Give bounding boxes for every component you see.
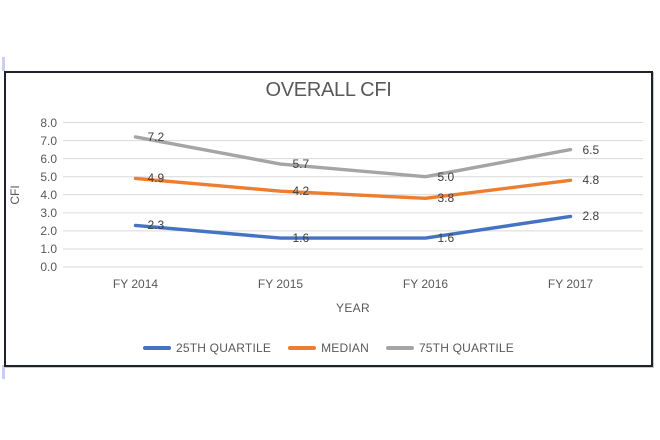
data-label: 4.9 (147, 171, 165, 186)
data-label: 3.8 (437, 191, 455, 206)
x-tick-label: FY 2017 (547, 277, 594, 291)
data-label: 4.2 (292, 184, 310, 199)
data-label: 6.5 (582, 142, 600, 157)
x-tick-label: FY 2014 (112, 277, 159, 291)
x-axis-title: YEAR (336, 301, 370, 315)
legend-swatch-25th-quartile (142, 346, 171, 350)
edge-artifact-top (2, 57, 5, 71)
legend-label-median: MEDIAN (321, 341, 369, 355)
y-tick-label: 0.0 (40, 260, 57, 274)
series-line-median (133, 176, 573, 201)
x-tick-label: FY 2015 (257, 277, 304, 291)
legend-swatch-median (288, 346, 317, 350)
y-tick-label: 1.0 (40, 241, 57, 256)
series-line-75th-quartile (133, 135, 573, 179)
data-label: 5.0 (437, 169, 455, 184)
y-tick-label: 2.0 (40, 223, 57, 238)
chart-title: OVERALL CFI (265, 79, 392, 101)
data-label: 4.8 (582, 173, 600, 188)
series-line-25th-quartile (133, 214, 573, 240)
y-tick-label: 5.0 (40, 169, 57, 184)
y-tick-label: 6.0 (40, 151, 57, 166)
legend-label-75th-quartile: 75TH QUARTILE (418, 341, 515, 355)
y-tick-label: 3.0 (40, 205, 57, 220)
data-label: 5.7 (292, 157, 310, 172)
x-tick-label: FY 2016 (402, 277, 449, 291)
data-label: 2.3 (147, 218, 165, 233)
legend-item-25th-quartile: 25TH QUARTILE (142, 341, 272, 355)
legend: 25TH QUARTILE MEDIAN 75TH QUARTILE (4, 341, 653, 355)
legend-swatch-75th-quartile (385, 346, 414, 350)
legend-item-median: MEDIAN (288, 341, 369, 355)
data-label: 1.6 (437, 231, 455, 246)
y-tick-label: 8.0 (40, 115, 57, 130)
legend-label-25th-quartile: 25TH QUARTILE (175, 341, 272, 355)
y-tick-label: 4.0 (40, 187, 57, 202)
data-label: 2.8 (582, 209, 600, 224)
data-label: 7.2 (147, 129, 165, 144)
data-label: 1.6 (292, 231, 310, 246)
y-tick-label: 7.0 (40, 133, 57, 148)
legend-item-75th-quartile: 75TH QUARTILE (385, 341, 515, 355)
edge-artifact-bottom (2, 365, 5, 379)
